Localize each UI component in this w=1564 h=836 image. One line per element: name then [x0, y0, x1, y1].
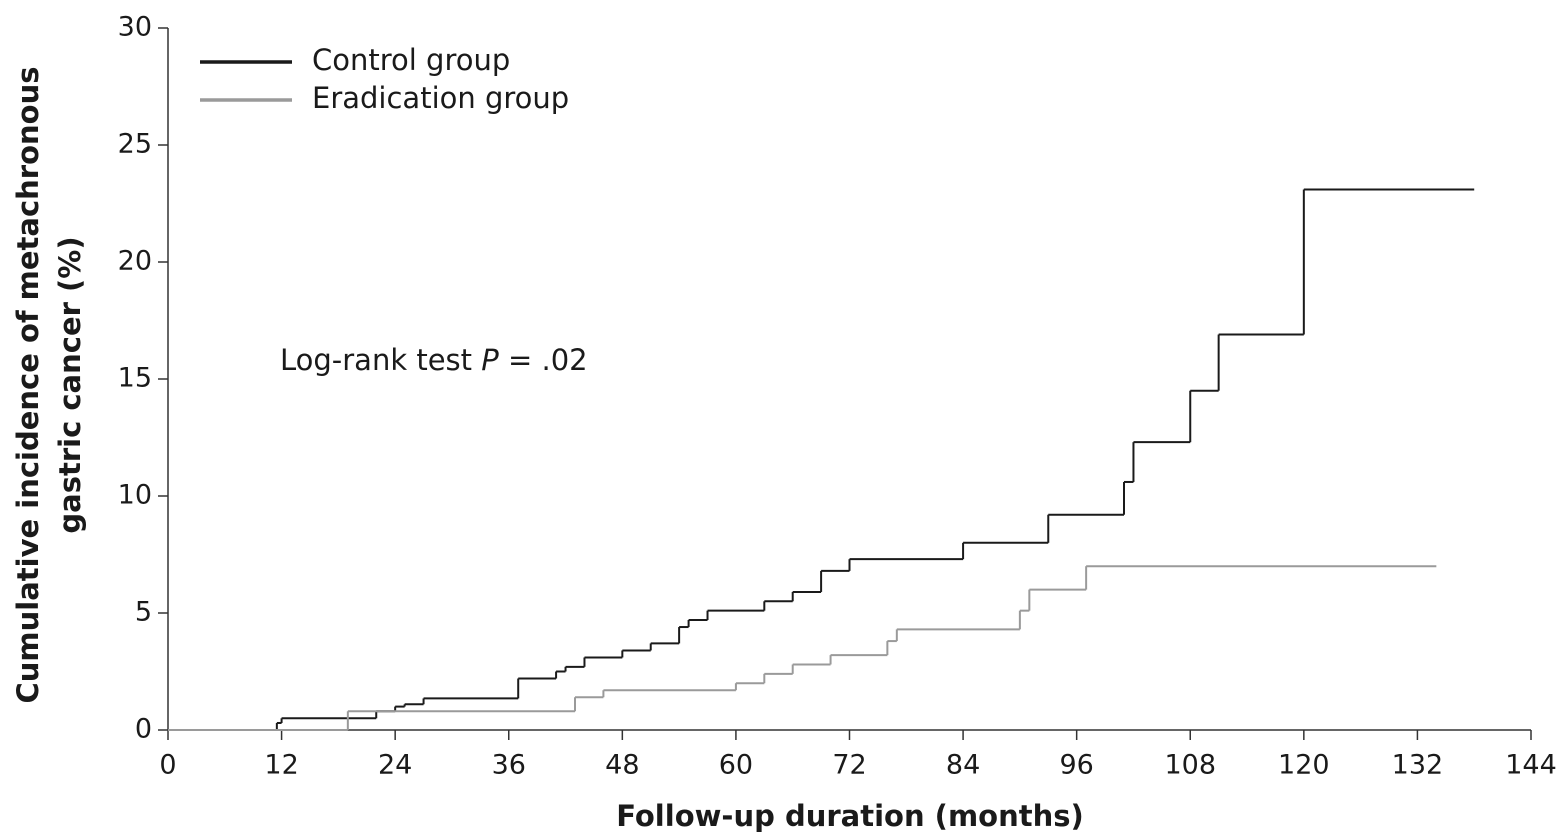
y-tick-label: 15	[118, 363, 152, 394]
x-tick-label: 120	[1278, 750, 1330, 781]
x-tick-label: 72	[832, 750, 866, 781]
series	[168, 188, 1475, 731]
x-tick-label: 12	[264, 750, 298, 781]
series	[168, 565, 1437, 731]
y-tick-label: 30	[118, 12, 152, 43]
y-tick-label: 20	[118, 246, 152, 277]
x-tick-label: 0	[159, 750, 176, 781]
y-tick-label: 5	[135, 597, 152, 628]
x-tick-label: 144	[1505, 750, 1557, 781]
legend-label: Eradication group	[312, 81, 569, 115]
x-tick-label: 48	[605, 750, 639, 781]
x-tick-label: 36	[492, 750, 526, 781]
y-tick-label: 0	[135, 714, 152, 745]
y-axis-title-line: gastric cancer (%)	[53, 236, 87, 533]
y-tick-label: 10	[118, 480, 152, 511]
x-tick-label: 96	[1059, 750, 1093, 781]
legend-label: Control group	[312, 43, 510, 77]
x-tick-label: 60	[719, 750, 753, 781]
x-tick-label: 24	[378, 750, 412, 781]
y-axis-title-line: Cumulative incidence of metachronous	[11, 66, 45, 703]
annotation-text: = .02	[499, 343, 588, 377]
y-axis-title: Cumulative incidence of metachronous gas…	[11, 66, 87, 703]
annotation: Log-rank test P = .02	[280, 343, 588, 377]
x-tick-label: 132	[1392, 750, 1444, 781]
annotation-text: P	[481, 343, 499, 377]
y-tick-label: 25	[118, 129, 152, 160]
annotation-text: Log-rank test	[280, 343, 481, 377]
x-axis-title: Follow-up duration (months)	[616, 799, 1084, 833]
x-tick-label: 108	[1164, 750, 1216, 781]
x-tick-label: 84	[946, 750, 980, 781]
